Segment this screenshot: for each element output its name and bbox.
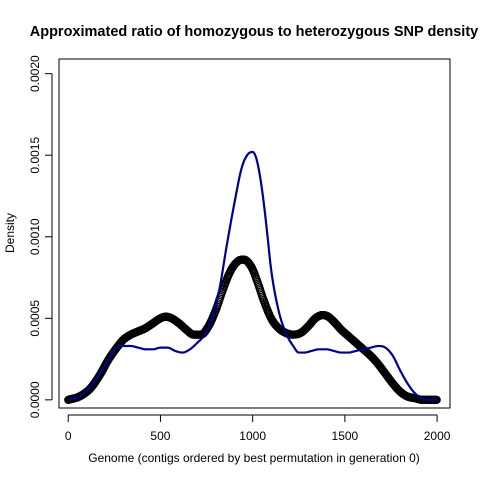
- x-tick-label: 0: [65, 429, 72, 443]
- x-axis: 0 500 1000 1500 2000: [65, 414, 451, 443]
- y-axis: 0.0000 0.0005 0.0010 0.0015 0.0020: [28, 55, 53, 418]
- x-tick-label: 1500: [332, 429, 359, 443]
- y-tick-label: 0.0020: [28, 55, 42, 92]
- x-tick-label: 1000: [239, 429, 266, 443]
- chart-title: Approximated ratio of homozygous to hete…: [30, 24, 478, 40]
- x-tick-label: 2000: [424, 429, 451, 443]
- x-axis-label: Genome (contigs ordered by best permutat…: [88, 451, 420, 465]
- series-layer: [64, 150, 441, 404]
- y-tick-label: 0.0010: [28, 218, 42, 255]
- y-tick-label: 0.0015: [28, 137, 42, 174]
- x-tick-label: 500: [150, 429, 170, 443]
- y-tick-label: 0.0005: [28, 300, 42, 337]
- y-tick-label: 0.0000: [28, 381, 42, 418]
- plot-frame: [58, 58, 451, 409]
- y-axis-label: Density: [3, 213, 17, 253]
- series-points-0: [64, 255, 441, 404]
- series-line-1: [67, 150, 438, 401]
